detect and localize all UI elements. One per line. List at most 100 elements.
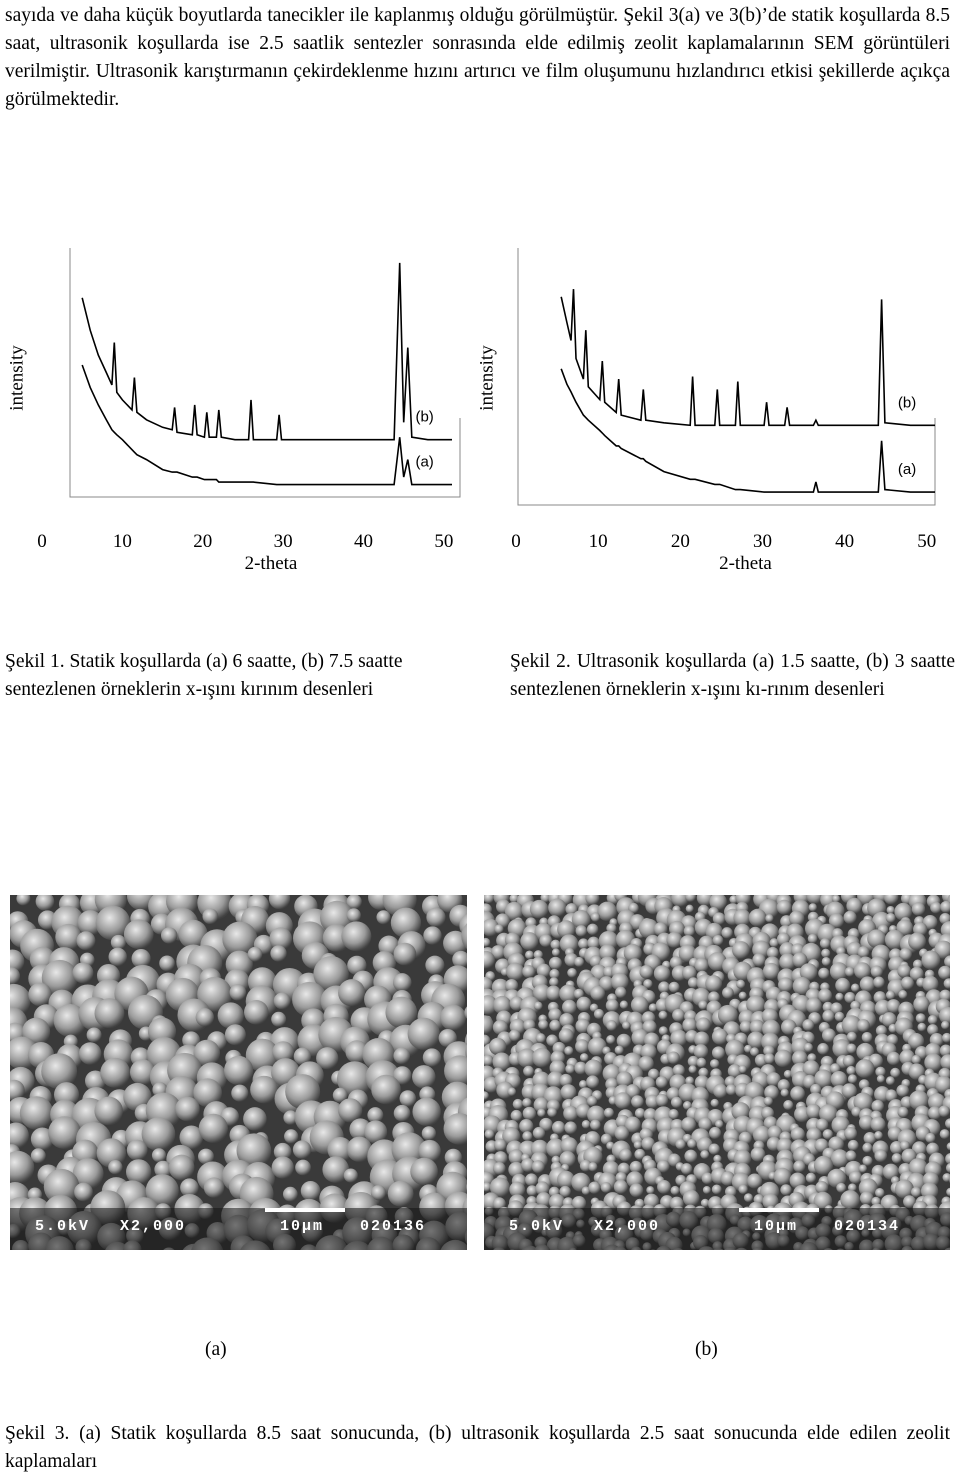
grain	[203, 1177, 225, 1198]
grain	[712, 912, 726, 926]
grain	[698, 1067, 709, 1078]
grain	[178, 919, 208, 949]
x-tick-label: 20	[671, 531, 690, 552]
grain	[484, 918, 500, 937]
grain	[509, 895, 519, 904]
grain	[508, 1149, 524, 1165]
grain	[10, 1122, 29, 1149]
grain	[532, 1047, 552, 1068]
grain	[282, 1186, 298, 1202]
grain	[953, 943, 960, 955]
grain	[640, 1043, 657, 1060]
x-axis-label: 2-theta	[245, 553, 298, 574]
grain	[293, 1047, 312, 1066]
grain	[925, 1132, 936, 1144]
grain	[548, 898, 567, 917]
grain	[606, 1020, 618, 1031]
grain	[655, 1093, 669, 1107]
grain	[682, 1101, 692, 1110]
grain	[894, 902, 913, 921]
grain	[145, 1174, 179, 1208]
grain	[807, 933, 818, 944]
grain	[803, 1042, 813, 1053]
grain	[829, 962, 849, 981]
grain	[467, 1246, 484, 1260]
grain	[917, 1022, 927, 1032]
grain	[752, 953, 766, 967]
grain	[891, 1153, 902, 1164]
grain	[817, 1043, 829, 1055]
x-tick-label: 0	[37, 531, 47, 552]
grain	[512, 1098, 524, 1110]
xrd-curve	[81, 364, 452, 486]
grain	[599, 944, 616, 961]
grain	[535, 1181, 550, 1196]
grain	[484, 950, 495, 969]
series-label: (b)	[898, 394, 916, 411]
grain	[883, 895, 899, 905]
grain	[41, 959, 78, 996]
grain	[955, 981, 960, 991]
grain	[762, 962, 780, 980]
grain	[546, 1071, 564, 1089]
grain	[688, 1065, 697, 1074]
grain	[533, 983, 551, 1002]
grain	[942, 1173, 950, 1183]
grain	[492, 1052, 511, 1071]
grain	[955, 1182, 960, 1197]
grain	[791, 1050, 808, 1066]
grain	[564, 1121, 578, 1135]
grain	[94, 1096, 123, 1126]
grain	[798, 1249, 800, 1250]
grain	[909, 966, 924, 981]
x-tick-label: 40	[835, 531, 854, 552]
grain	[426, 907, 446, 927]
grain	[581, 1120, 591, 1129]
grain	[881, 1012, 897, 1028]
grain	[843, 910, 857, 924]
grain	[422, 1048, 442, 1067]
grain	[493, 1138, 507, 1152]
grain	[493, 995, 512, 1015]
grain	[790, 1086, 805, 1101]
grain	[712, 934, 724, 946]
grain	[763, 1045, 775, 1057]
grain	[346, 1136, 373, 1162]
grain	[562, 999, 577, 1015]
grain	[666, 931, 683, 948]
grain	[808, 903, 818, 912]
grain	[886, 1051, 901, 1066]
grain	[656, 1159, 670, 1173]
grain	[560, 1084, 577, 1101]
grain	[955, 1207, 960, 1216]
grain	[739, 1020, 753, 1033]
grain	[939, 1044, 950, 1057]
grain	[484, 1015, 494, 1035]
grain	[713, 1248, 724, 1250]
grain	[764, 1085, 779, 1100]
grain	[588, 1181, 601, 1194]
grain	[886, 999, 901, 1014]
grain	[938, 965, 950, 980]
grain	[705, 975, 723, 993]
grain	[939, 1006, 950, 1025]
grain	[894, 1179, 914, 1199]
grain	[76, 931, 96, 951]
grain	[774, 1049, 792, 1068]
grain	[586, 923, 599, 936]
grain	[922, 914, 938, 930]
grain	[466, 957, 467, 964]
grain	[537, 1108, 546, 1118]
grain	[934, 1075, 950, 1094]
grain	[815, 1118, 829, 1132]
grain	[780, 1019, 797, 1035]
grain	[425, 955, 445, 975]
grain	[589, 1119, 601, 1131]
grain	[738, 1184, 748, 1195]
grain	[924, 1053, 943, 1072]
sem-id: 020136	[360, 1218, 426, 1235]
grain	[613, 1179, 628, 1194]
grain	[95, 905, 131, 941]
grain	[292, 1140, 312, 1159]
